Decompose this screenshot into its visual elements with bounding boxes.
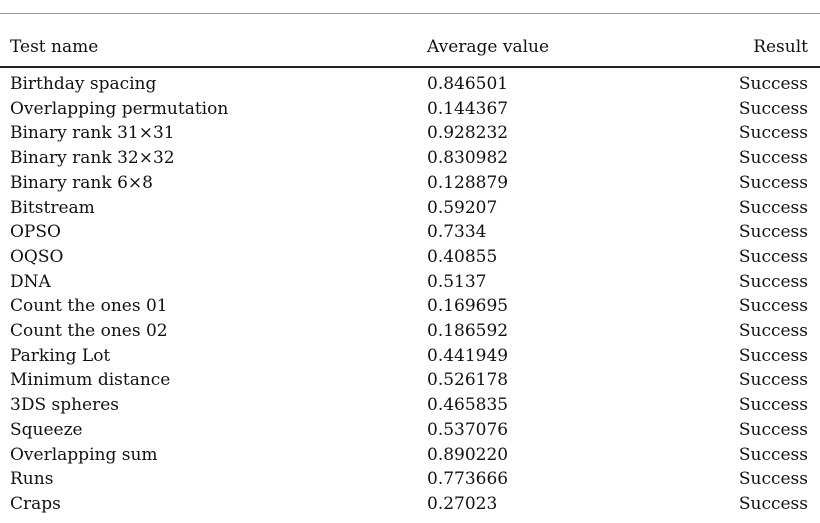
- header-average-value: Average value: [427, 37, 550, 57]
- cell-result: Success: [738, 271, 808, 292]
- cell-test-name: Bitstream: [10, 197, 95, 218]
- table-row: Overlapping permutation 0.144367 Success: [0, 97, 820, 121]
- cell-average-value: 0.846501: [427, 74, 509, 94]
- table-row: Binary rank 32×32 0.830982 Success: [0, 146, 820, 170]
- table-row: OPSO 0.7334 Success: [0, 220, 820, 244]
- cell-result: Success: [738, 74, 808, 94]
- cell-result: Success: [738, 345, 808, 366]
- cell-average-value: 0.27023: [427, 493, 498, 514]
- cell-average-value: 0.59207: [427, 197, 498, 218]
- cell-result: Success: [738, 419, 808, 440]
- cell-average-value: 0.5137: [427, 271, 487, 292]
- table-row: Binary rank 6×8 0.128879 Success: [0, 171, 820, 195]
- cell-test-name: DNA: [10, 271, 51, 292]
- table-row: Count the ones 02 0.186592 Success: [0, 319, 820, 343]
- cell-average-value: 0.465835: [427, 395, 509, 416]
- header-result: Result: [753, 37, 808, 57]
- cell-result: Success: [738, 123, 808, 144]
- cell-test-name: OPSO: [10, 222, 61, 243]
- cell-test-name: Birthday spacing: [10, 74, 157, 94]
- cell-average-value: 0.928232: [427, 123, 509, 144]
- cell-average-value: 0.830982: [427, 148, 509, 169]
- cell-average-value: 0.441949: [427, 345, 509, 366]
- cell-result: Success: [738, 469, 808, 490]
- cell-result: Success: [738, 148, 808, 169]
- cell-average-value: 0.773666: [427, 469, 509, 490]
- table-row: Craps 0.27023 Success: [0, 492, 820, 516]
- table-row: Count the ones 01 0.169695 Success: [0, 294, 820, 318]
- cell-test-name: OQSO: [10, 246, 64, 267]
- table-row: Binary rank 31×31 0.928232 Success: [0, 121, 820, 145]
- cell-test-name: 3DS spheres: [10, 395, 120, 416]
- cell-average-value: 0.537076: [427, 419, 509, 440]
- cell-test-name: Overlapping permutation: [10, 98, 229, 119]
- cell-test-name: Count the ones 02: [10, 321, 168, 341]
- cell-result: Success: [738, 296, 808, 317]
- cell-test-name: Overlapping sum: [10, 444, 158, 465]
- table-row: Bitstream 0.59207 Success: [0, 196, 820, 220]
- table-row: Birthday spacing 0.846501 Success: [0, 72, 820, 96]
- cell-test-name: Binary rank 31×31: [10, 123, 175, 144]
- cell-test-name: Binary rank 6×8: [10, 172, 153, 193]
- cell-average-value: 0.169695: [427, 296, 509, 317]
- cell-test-name: Binary rank 32×32: [10, 148, 175, 169]
- cell-average-value: 0.526178: [427, 370, 509, 391]
- cell-average-value: 0.40855: [427, 246, 498, 267]
- table-row: OQSO 0.40855 Success: [0, 245, 820, 269]
- cell-result: Success: [738, 172, 808, 193]
- cell-result: Success: [738, 370, 808, 391]
- cell-result: Success: [738, 493, 808, 514]
- table-row: Parking Lot 0.441949 Success: [0, 344, 820, 368]
- cell-average-value: 0.128879: [427, 172, 509, 193]
- cell-test-name: Parking Lot: [10, 345, 111, 366]
- cell-test-name: Minimum distance: [10, 370, 171, 391]
- cell-average-value: 0.7334: [427, 222, 487, 243]
- table-row: Squeeze 0.537076 Success: [0, 418, 820, 442]
- cell-average-value: 0.186592: [427, 321, 509, 341]
- cell-result: Success: [738, 222, 808, 243]
- cell-test-name: Squeeze: [10, 419, 83, 440]
- table-header-row: Test name Average value Result: [0, 35, 820, 59]
- cell-average-value: 0.144367: [427, 98, 509, 119]
- table-row: DNA 0.5137 Success: [0, 270, 820, 294]
- table-header-rule: [0, 66, 820, 68]
- cell-result: Success: [738, 197, 808, 218]
- cell-result: Success: [738, 444, 808, 465]
- cell-test-name: Runs: [10, 469, 54, 490]
- cell-test-name: Craps: [10, 493, 61, 514]
- table-top-rule: [0, 13, 820, 14]
- header-test-name: Test name: [10, 37, 99, 57]
- table-row: Minimum distance 0.526178 Success: [0, 368, 820, 392]
- cell-result: Success: [738, 98, 808, 119]
- cell-result: Success: [738, 246, 808, 267]
- cell-result: Success: [738, 321, 808, 341]
- table-row: Runs 0.773666 Success: [0, 467, 820, 491]
- cell-result: Success: [738, 395, 808, 416]
- cell-average-value: 0.890220: [427, 444, 509, 465]
- cell-test-name: Count the ones 01: [10, 296, 168, 317]
- table-row: Overlapping sum 0.890220 Success: [0, 443, 820, 467]
- table-row: 3DS spheres 0.465835 Success: [0, 393, 820, 417]
